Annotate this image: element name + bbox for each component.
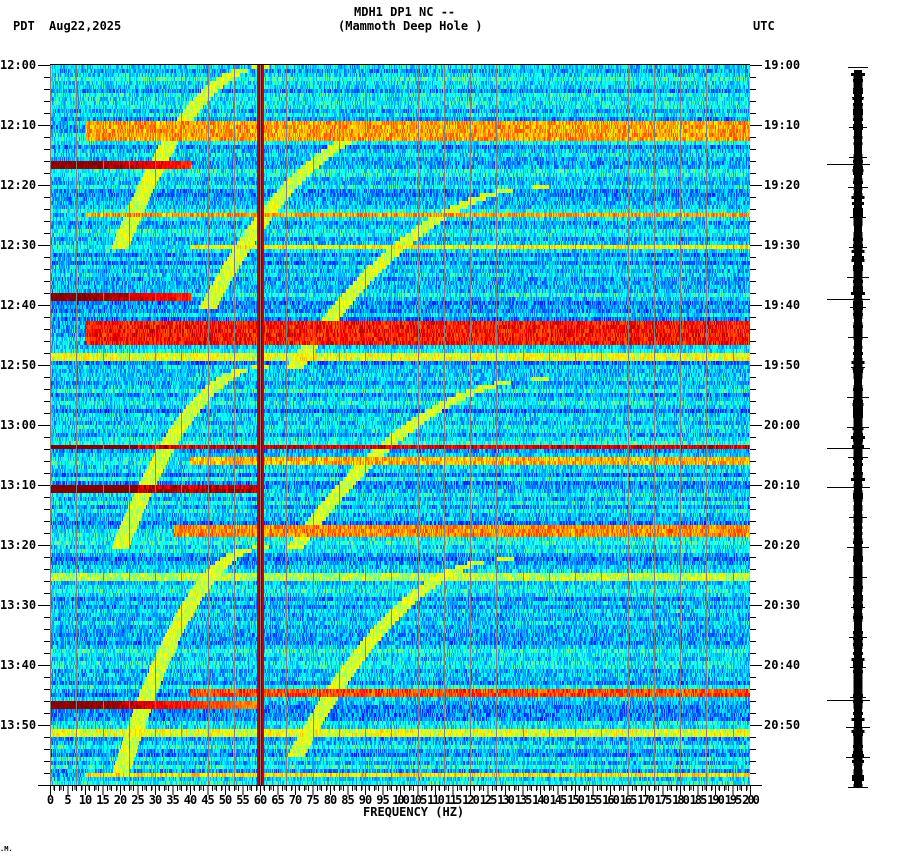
right-time-tick-label: 19:20 [764,178,801,192]
frequency-tick-label: 30 [148,793,162,807]
right-time-tick-label: 20:00 [764,418,801,432]
frequency-tick-label: 185 [689,793,708,807]
left-time-tick-label: 12:10 [0,118,37,132]
right-timezone-label: UTC [753,19,775,33]
frequency-tick-label: 175 [654,793,673,807]
frequency-tick-label: 110 [427,793,445,807]
frequency-tick-label: 135 [514,793,533,807]
frequency-tick-label: 115 [444,793,463,807]
frequency-tick-label: 90 [358,793,372,807]
footer-mark: .M. [0,845,13,853]
right-time-tick-label: 20:30 [764,598,801,612]
frequency-tick-label: 140 [532,793,550,807]
right-time-tick-label: 19:00 [764,58,801,72]
frequency-tick-label: 105 [409,793,428,807]
left-time-tick-label: 12:50 [0,358,37,372]
frequency-tick-label: 65 [271,793,284,807]
frequency-tick-label: 5 [64,793,71,807]
left-time-tick-label: 13:00 [0,418,37,432]
frequency-tick-label: 150 [567,793,585,807]
spectrogram-heatmap [50,65,750,785]
left-time-tick-label: 12:40 [0,298,37,312]
frequency-tick-label: 45 [201,793,214,807]
frequency-tick-label: 180 [672,793,690,807]
left-time-tick-label: 13:50 [0,718,37,732]
frequency-tick-label: 20 [113,793,127,807]
right-time-tick-label: 19:50 [764,358,801,372]
frequency-tick-label: 70 [288,793,302,807]
frequency-tick-label: 160 [602,793,620,807]
frequency-tick-label: 15 [96,793,109,807]
left-time-tick-label: 13:20 [0,538,37,552]
left-time-tick-label: 12:30 [0,238,37,252]
frequency-tick-label: 200 [742,793,760,807]
frequency-tick-label: 55 [236,793,249,807]
left-time-tick-label: 13:30 [0,598,37,612]
right-time-tick-label: 20:40 [764,658,801,672]
right-time-tick-label: 20:20 [764,538,801,552]
seismogram-trace [827,67,870,788]
frequency-tick-label: 195 [724,793,743,807]
frequency-tick-label: 10 [78,793,92,807]
left-timezone-label: PDT [13,19,35,33]
frequency-tick-label: 40 [183,793,197,807]
frequency-tick-label: 85 [341,793,354,807]
x-axis-title: FREQUENCY (HZ) [363,805,465,819]
frequency-tick-label: 75 [306,793,319,807]
frequency-tick-label: 155 [584,793,603,807]
station-title: MDH1 DP1 NC -- [354,5,456,19]
frequency-tick-label: 190 [707,793,725,807]
frequency-tick-label: 80 [323,793,337,807]
frequency-tick-label: 60 [253,793,267,807]
frequency-tick-label: 0 [46,793,54,807]
right-time-tick-label: 19:10 [764,118,801,132]
location-title: (Mammoth Deep Hole ) [338,19,483,33]
frequency-tick-label: 35 [166,793,179,807]
left-time-tick-label: 13:10 [0,478,37,492]
frequency-tick-label: 120 [462,793,480,807]
left-time-tick-label: 13:40 [0,658,37,672]
frequency-tick-label: 165 [619,793,638,807]
date-label: Aug22,2025 [49,19,122,33]
frequency-tick-label: 95 [376,793,389,807]
frequency-tick-label: 145 [549,793,568,807]
right-time-tick-label: 19:30 [764,238,801,252]
frequency-tick-label: 100 [392,793,410,807]
frequency-tick-label: 50 [218,793,232,807]
left-time-tick-label: 12:00 [0,58,37,72]
right-time-tick-label: 20:50 [764,718,801,732]
frequency-tick-label: 125 [479,793,498,807]
frequency-tick-label: 130 [497,793,515,807]
right-time-tick-label: 20:10 [764,478,801,492]
frequency-tick-label: 25 [131,793,144,807]
right-time-tick-label: 19:40 [764,298,801,312]
left-time-tick-label: 12:20 [0,178,37,192]
frequency-tick-label: 170 [637,793,655,807]
